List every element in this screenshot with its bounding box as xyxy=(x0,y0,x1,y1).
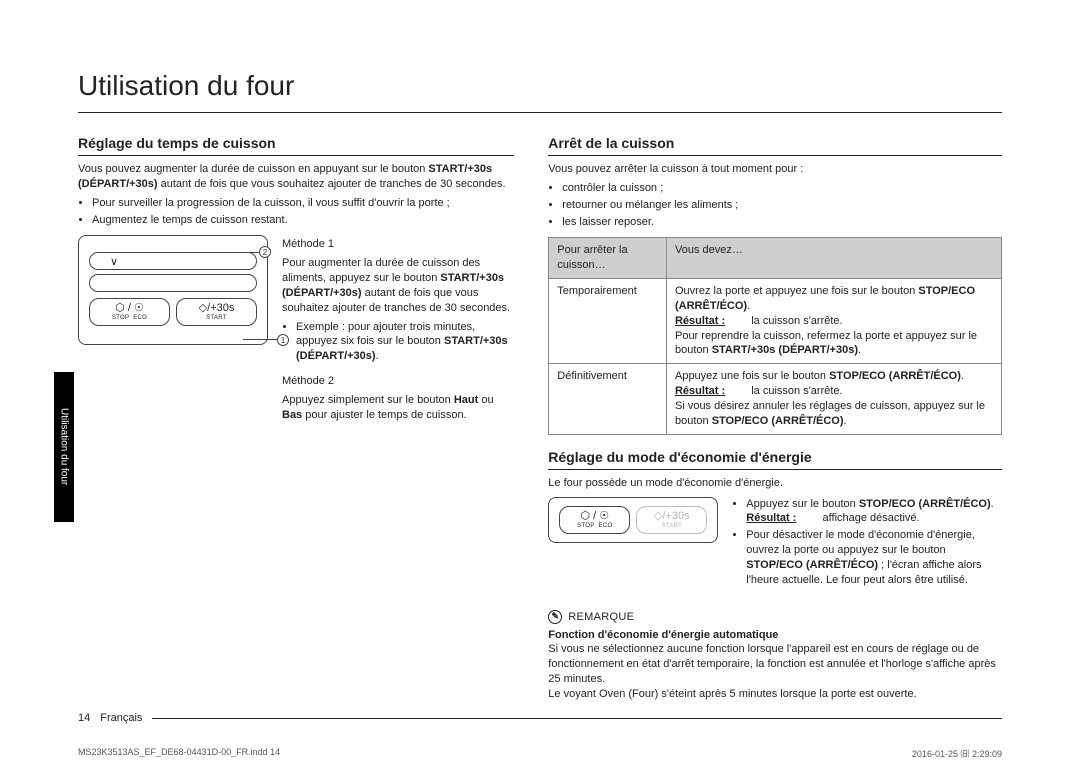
start-icon: ◇/+30s xyxy=(654,511,690,522)
title-rule xyxy=(78,112,1002,113)
eco-item: Pour désactiver le mode d'économie d'éne… xyxy=(746,528,1002,587)
main-title: Utilisation du four xyxy=(78,70,1002,102)
blank-button xyxy=(89,274,257,292)
table-row: Définitivement Appuyez une fois sur le b… xyxy=(549,364,1002,434)
method-1-example: Exemple : pour ajouter trois minutes, ap… xyxy=(282,320,514,365)
eco-panel-diagram: ⬡ / ☉ STOP ECO ◇/+30s START xyxy=(548,497,718,543)
bullet: Augmentez le temps de cuisson restant. xyxy=(92,213,514,228)
method-1-text: Pour augmenter la durée de cuisson des a… xyxy=(282,256,514,315)
section-rule xyxy=(548,155,1002,156)
stop-table: Pour arrêter la cuisson… Vous devez… Tem… xyxy=(548,237,1002,434)
th-col1: Pour arrêter la cuisson… xyxy=(549,238,667,279)
methods: Méthode 1 Pour augmenter la durée de cui… xyxy=(282,235,514,422)
start-button-dim: ◇/+30s START xyxy=(636,506,707,534)
right-column: Arrêt de la cuisson Vous pouvez arrêter … xyxy=(548,135,1002,702)
table-header-row: Pour arrêter la cuisson… Vous devez… xyxy=(549,238,1002,279)
intro-text: Vous pouvez augmenter la durée de cuisso… xyxy=(78,162,514,192)
left-column: Réglage du temps de cuisson Vous pouvez … xyxy=(78,135,514,702)
intro-bullets: Pour surveiller la progression de la cui… xyxy=(78,196,514,228)
content-columns: Réglage du temps de cuisson Vous pouvez … xyxy=(78,135,1002,702)
page-number: 14 xyxy=(78,712,90,724)
note-p2: Le voyant Oven (Four) s'éteint après 5 m… xyxy=(548,687,1002,702)
eco-row: ⬡ / ☉ STOP ECO ◇/+30s START Appuyez sur … xyxy=(548,497,1002,596)
method-2-text: Appuyez simplement sur le bouton Haut ou… xyxy=(282,393,514,423)
eco-text: Appuyez sur le bouton STOP/ECO (ARRÊT/ÉC… xyxy=(732,497,1002,596)
side-section-tab: Utilisation du four xyxy=(54,372,74,522)
bullet: retourner ou mélanger les aliments ; xyxy=(562,198,1002,213)
stop-bullets: contrôler la cuisson ; retourner ou méla… xyxy=(548,181,1002,230)
stop-eco-button: ⬡ / ☉ STOP ECO xyxy=(89,298,170,326)
cell-temp: Temporairement xyxy=(549,279,667,364)
bullet: contrôler la cuisson ; xyxy=(562,181,1002,196)
imprint-file: MS23K3513AS_EF_DE68-04431D-00_FR.indd 14 xyxy=(78,747,280,760)
method-2-label: Méthode 2 xyxy=(282,374,514,389)
eco-item: Appuyez sur le bouton STOP/ECO (ARRÊT/ÉC… xyxy=(746,497,1002,527)
page-language: Français xyxy=(100,712,142,724)
panel-and-methods: ∨ ⬡ / ☉ STOP ECO ◇/+30s START xyxy=(78,235,514,422)
section-title-eco: Réglage du mode d'économie d'énergie xyxy=(548,449,1002,465)
section-title-stop: Arrêt de la cuisson xyxy=(548,135,1002,151)
cell-temp-desc: Ouvrez la porte et appuyez une fois sur … xyxy=(666,279,1001,364)
example-item: Exemple : pour ajouter trois minutes, ap… xyxy=(296,320,514,365)
note-header: ✎ REMARQUE xyxy=(548,610,1002,624)
start-button: ◇/+30s START xyxy=(176,298,257,326)
callout-2: 2 xyxy=(259,246,271,258)
imprint-date: 2016-01-25 ㈰ 2:29:09 xyxy=(912,747,1002,760)
section-rule xyxy=(548,469,1002,470)
bullet: Pour surveiller la progression de la cui… xyxy=(92,196,514,211)
note-p1: Si vous ne sélectionnez aucune fonction … xyxy=(548,642,1002,687)
th-col2: Vous devez… xyxy=(666,238,1001,279)
method-1-label: Méthode 1 xyxy=(282,237,514,252)
section-title-cooking-time: Réglage du temps de cuisson xyxy=(78,135,514,151)
note-label: REMARQUE xyxy=(568,611,634,623)
stop-intro: Vous pouvez arrêter la cuisson à tout mo… xyxy=(548,162,1002,177)
control-panel-diagram: ∨ ⬡ / ☉ STOP ECO ◇/+30s START xyxy=(78,235,268,345)
chevron-down-icon: ∨ xyxy=(110,255,118,268)
page: Utilisation du four Utilisation du four … xyxy=(0,0,1080,782)
down-button: ∨ xyxy=(89,252,257,270)
note-icon: ✎ xyxy=(548,610,562,624)
section-rule xyxy=(78,155,514,156)
stop-eco-button: ⬡ / ☉ STOP ECO xyxy=(559,506,630,534)
bullet: les laisser reposer. xyxy=(562,215,1002,230)
imprint: MS23K3513AS_EF_DE68-04431D-00_FR.indd 14… xyxy=(78,747,1002,760)
note-heading: Fonction d'économie d'énergie automatiqu… xyxy=(548,628,1002,643)
cell-def: Définitivement xyxy=(549,364,667,434)
cell-def-desc: Appuyez une fois sur le bouton STOP/ECO … xyxy=(666,364,1001,434)
start-icon: ◇/+30s xyxy=(199,303,235,314)
stop-eco-icon: ⬡ / ☉ xyxy=(115,303,144,314)
footer-rule xyxy=(152,718,1002,719)
table-row: Temporairement Ouvrez la porte et appuye… xyxy=(549,279,1002,364)
page-footer: 14 Français xyxy=(78,712,1002,724)
eco-intro: Le four possède un mode d'économie d'éne… xyxy=(548,476,1002,491)
stop-eco-icon: ⬡ / ☉ xyxy=(580,511,609,522)
